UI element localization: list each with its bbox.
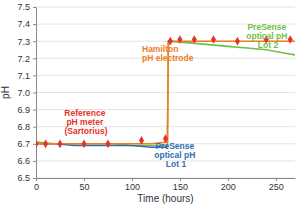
- tick-mark: [132, 178, 133, 181]
- tick-mark: [33, 24, 36, 25]
- tick-mark: [33, 127, 36, 128]
- grid-line: [36, 7, 295, 8]
- tick-label: 6.7: [17, 139, 30, 149]
- series-label: Hamilton pH electrode: [142, 44, 194, 63]
- tick: 6.9: [17, 105, 36, 115]
- grid-line: [36, 92, 295, 93]
- series-marker: [43, 139, 48, 148]
- series-marker: [139, 136, 144, 145]
- tick-label: 6.9: [17, 105, 30, 115]
- tick-mark: [33, 58, 36, 59]
- series-line: [36, 41, 295, 144]
- series-marker: [177, 35, 182, 44]
- series-label-line: Lot 2: [258, 40, 279, 50]
- tick-mark: [33, 93, 36, 94]
- tick: 7.3: [17, 37, 36, 47]
- plot-area: 6.5 6.6 6.7 6.8 6.9 7.0 7.1 7.2 7.3 7.4 7.5 0 50 100 1…: [17, 2, 295, 192]
- tick-label: 50: [79, 182, 89, 192]
- grid-line: [36, 178, 295, 179]
- tick-label: 7.1: [17, 71, 30, 81]
- series-marker: [105, 139, 110, 148]
- tick: 7.2: [17, 54, 36, 64]
- tick-label: 7.2: [17, 54, 30, 64]
- tick-label: 7.5: [17, 2, 30, 12]
- series-line: [36, 41, 295, 145]
- tick: 200: [221, 178, 236, 192]
- tick-label: 250: [269, 182, 284, 192]
- tick-mark: [33, 144, 36, 145]
- x-axis: 0 50 100 150 200 250: [34, 178, 296, 192]
- series-label-line: Lot 1: [166, 159, 187, 169]
- chart-svg: 6.5 6.6 6.7 6.8 6.9 7.0 7.1 7.2 7.3 7.4 7.5 0 50 100 1…: [0, 0, 300, 205]
- tick-label: 7.4: [17, 19, 30, 29]
- tick: 6.8: [17, 122, 36, 132]
- series-label-line: pH electrode: [142, 53, 194, 63]
- tick-label: 100: [125, 182, 140, 192]
- tick-mark: [276, 178, 277, 181]
- tick-mark: [180, 178, 181, 181]
- series-marker: [57, 139, 62, 148]
- grid-line: [36, 75, 295, 76]
- axis-line: [36, 8, 37, 179]
- tick-mark: [36, 178, 37, 181]
- series-label: PreSense optical pH Lot 1: [154, 141, 197, 169]
- tick-label: 7.3: [17, 37, 30, 47]
- tick-mark: [228, 178, 229, 181]
- tick-mark: [33, 110, 36, 111]
- series-label: Reference pH meter (Sartorius): [64, 108, 107, 136]
- tick: 7.5: [17, 2, 36, 12]
- series-label: PreSense optical pH Lot 2: [246, 22, 289, 50]
- series-marker: [192, 35, 197, 44]
- tick-label: 7.0: [17, 88, 30, 98]
- tick-label: 6.5: [17, 173, 30, 183]
- tick-mark: [33, 161, 36, 162]
- tick: 7.0: [17, 88, 36, 98]
- tick-mark: [33, 41, 36, 42]
- tick: 100: [125, 178, 140, 192]
- chart-container: 6.5 6.6 6.7 6.8 6.9 7.0 7.1 7.2 7.3 7.4 7.5 0 50 100 1…: [0, 0, 300, 205]
- series-marker: [211, 35, 216, 44]
- marks: [36, 35, 295, 148]
- y-axis: 6.5 6.6 6.7 6.8 6.9 7.0 7.1 7.2 7.3 7.4 7.5: [17, 2, 36, 183]
- tick: 50: [79, 178, 89, 192]
- tick-mark: [33, 7, 36, 8]
- tick-label: 6.6: [17, 156, 30, 166]
- tick-mark: [33, 178, 36, 179]
- tick-label: 150: [173, 182, 188, 192]
- grid: [36, 7, 295, 178]
- series-marker: [36, 139, 39, 148]
- series-label-line: (Sartorius): [65, 126, 108, 136]
- series-marker: [81, 139, 86, 148]
- tick: 7.1: [17, 71, 36, 81]
- tick: 0: [34, 178, 39, 192]
- tick: 250: [269, 178, 284, 192]
- y-axis-title: pH: [0, 86, 11, 99]
- x-axis-title: Time (hours): [137, 193, 193, 204]
- tick: 7.4: [17, 19, 36, 29]
- tick: 6.6: [17, 156, 36, 166]
- tick-label: 200: [221, 182, 236, 192]
- tick-label: 0: [34, 182, 39, 192]
- tick-mark: [84, 178, 85, 181]
- tick-mark: [33, 75, 36, 76]
- tick-label: 6.8: [17, 122, 30, 132]
- tick: 150: [173, 178, 188, 192]
- tick: 6.7: [17, 139, 36, 149]
- series-marker: [235, 37, 240, 46]
- axis-line: [37, 178, 296, 179]
